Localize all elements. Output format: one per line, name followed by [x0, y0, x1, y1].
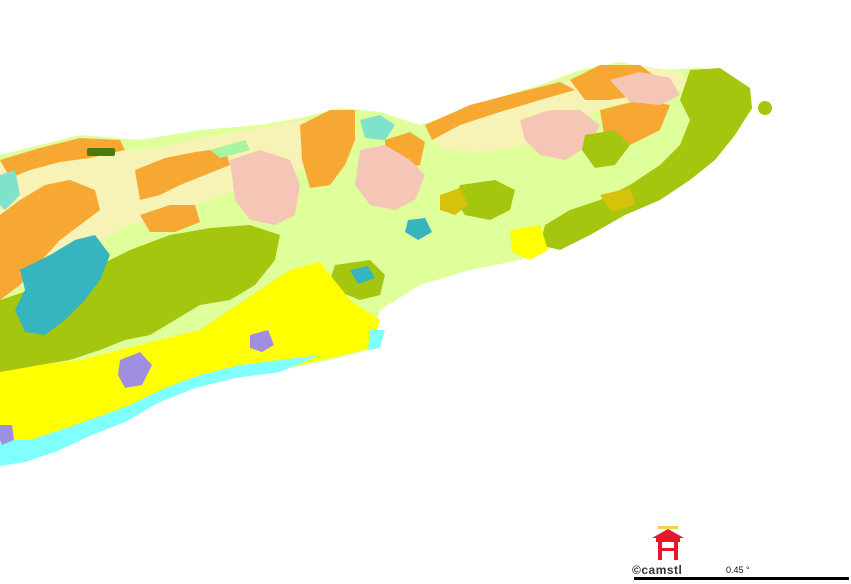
- orange-unit: [140, 205, 200, 232]
- scale-label: 0.45 °: [726, 565, 750, 575]
- purple-unit: [118, 352, 152, 388]
- copyright-text: ©camstl: [632, 563, 683, 577]
- teal-unit: [405, 218, 432, 240]
- cyan-coast: [368, 330, 385, 350]
- orange-unit: [425, 82, 575, 140]
- pink-unit: [230, 150, 300, 225]
- mustard-unit: [440, 188, 468, 215]
- red-gate-logo-icon: [652, 526, 684, 560]
- orange-unit: [135, 148, 230, 200]
- teal-unit: [15, 235, 110, 335]
- aqua-unit: [360, 115, 395, 140]
- pink-unit: [610, 72, 680, 105]
- pink-unit: [355, 145, 425, 210]
- yellow-unit: [510, 225, 548, 260]
- mint-unit: [210, 140, 250, 158]
- yellow-unit: [0, 262, 380, 455]
- purple-unit: [0, 425, 14, 445]
- pink-unit: [520, 110, 600, 160]
- aqua-unit: [0, 170, 20, 210]
- teal-unit: [350, 266, 375, 284]
- olive-unit: [0, 225, 280, 372]
- orange-unit: [300, 110, 355, 188]
- olive-unit: [455, 180, 515, 220]
- mustard-unit: [600, 188, 635, 212]
- cyan-coast: [0, 355, 320, 466]
- olive-unit: [540, 68, 752, 250]
- olive-unit: [582, 130, 630, 168]
- purple-unit: [250, 330, 274, 352]
- olive-islet: [758, 101, 772, 115]
- dark-green-unit: [87, 148, 115, 156]
- scale-bar: [634, 577, 849, 580]
